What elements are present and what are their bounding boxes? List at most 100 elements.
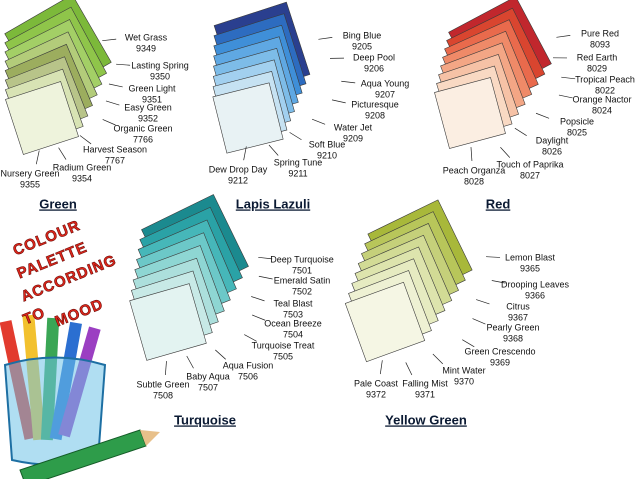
leader-line xyxy=(243,146,247,161)
swatch-name: Popsicle xyxy=(560,116,594,126)
swatch-name: Red Earth xyxy=(577,52,618,62)
swatch-name: Baby Aqua xyxy=(186,371,230,381)
leader-line xyxy=(102,119,116,126)
swatch-code: 9352 xyxy=(138,113,158,123)
swatch-name: Citrus xyxy=(506,301,530,311)
swatch-name: Picturesque xyxy=(351,99,399,109)
swatch-code: 9212 xyxy=(228,175,248,185)
leader-line xyxy=(258,275,273,280)
swatch-code: 9351 xyxy=(142,94,162,104)
swatch-name: Falling Mist xyxy=(402,378,448,388)
swatch-code: 9371 xyxy=(415,389,435,399)
swatch-name: Easy Green xyxy=(124,102,172,112)
swatch-name: Dew Drop Day xyxy=(209,164,268,174)
leader-line xyxy=(252,314,266,321)
color-fan xyxy=(344,199,473,363)
swatch-name: Lemon Blast xyxy=(505,252,556,262)
swatch-code: 7502 xyxy=(292,286,312,296)
swatch-name: Emerald Satin xyxy=(274,275,331,285)
swatch-name: Pure Red xyxy=(581,28,619,38)
pencil-cup xyxy=(0,314,160,479)
leader-line xyxy=(102,38,117,42)
swatch xyxy=(434,77,506,149)
leader-line xyxy=(318,37,333,40)
swatch-code: 9372 xyxy=(366,389,386,399)
color-fan xyxy=(434,0,552,149)
swatch-name: Green Crescendo xyxy=(464,346,535,356)
swatch-name: Soft Blue xyxy=(309,139,346,149)
swatch-name: Aqua Fusion xyxy=(223,360,274,370)
swatch-name: Daylight xyxy=(536,135,569,145)
swatch-code: 9355 xyxy=(20,179,40,189)
swatch-code: 9367 xyxy=(508,312,528,322)
fan-title: Yellow Green xyxy=(385,412,467,427)
swatch-code: 9206 xyxy=(364,63,384,73)
leader-line xyxy=(105,100,120,106)
swatch-code: 7507 xyxy=(198,382,218,392)
swatch-code: 9370 xyxy=(454,376,474,386)
swatch-name: Radium Green xyxy=(53,162,112,172)
leader-line xyxy=(379,360,383,375)
swatch-code: 9209 xyxy=(343,133,363,143)
leader-line xyxy=(251,296,265,302)
pencil-tip xyxy=(140,430,160,446)
leader-line xyxy=(79,135,92,145)
swatch-name: Peach Organza xyxy=(443,165,506,175)
swatch-name: Organic Green xyxy=(113,123,172,133)
swatch-code: 8026 xyxy=(542,146,562,156)
cup xyxy=(3,356,107,466)
swatch-name: Green Light xyxy=(128,83,176,93)
swatch-code: 9350 xyxy=(150,71,170,81)
swatch-name: Tropical Peach xyxy=(575,74,635,84)
leader-line xyxy=(35,150,40,165)
leader-line xyxy=(486,256,501,258)
swatch-code: 7508 xyxy=(153,390,173,400)
swatch-code: 7501 xyxy=(292,265,312,275)
fan-title: Green xyxy=(39,196,77,211)
leader-line xyxy=(558,94,573,99)
swatch-code: 9368 xyxy=(503,333,523,343)
color-fan xyxy=(4,0,112,155)
swatch xyxy=(129,283,207,361)
swatch-name: Spring Tune xyxy=(274,157,323,167)
swatch-code: 9208 xyxy=(365,110,385,120)
color-fan xyxy=(212,1,311,154)
swatch-code: 8028 xyxy=(464,176,484,186)
swatch-code: 8093 xyxy=(590,39,610,49)
swatch-code: 8022 xyxy=(595,85,615,95)
leader-line xyxy=(405,362,413,376)
color-fan xyxy=(129,194,249,361)
leader-line xyxy=(561,76,576,80)
swatch-code: 8029 xyxy=(587,63,607,73)
leader-line xyxy=(331,99,346,104)
swatch-code: 9207 xyxy=(375,89,395,99)
leader-line xyxy=(244,334,257,342)
swatch-code: 8025 xyxy=(567,127,587,137)
swatch-name: Wet Grass xyxy=(125,32,168,42)
leader-line xyxy=(514,127,527,136)
swatch-name: Touch of Paprika xyxy=(496,159,563,169)
swatch-code: 7503 xyxy=(283,309,303,319)
leader-line xyxy=(470,147,473,162)
leader-line xyxy=(491,280,506,284)
swatch-code: 9211 xyxy=(288,168,307,178)
leader-line xyxy=(116,63,131,66)
swatch-code: 9365 xyxy=(520,263,540,273)
leader-line xyxy=(268,144,279,156)
leader-line xyxy=(472,318,486,325)
swatch-name: Bing Blue xyxy=(343,30,382,40)
swatch-name: Drooping Leaves xyxy=(501,279,570,289)
leader-line xyxy=(289,132,302,141)
swatch-code: 7505 xyxy=(273,351,293,361)
leader-line xyxy=(500,147,511,158)
swatch-code: 9349 xyxy=(136,43,156,53)
swatch-code: 9205 xyxy=(352,41,372,51)
swatch-code: 9354 xyxy=(72,173,92,183)
swatch-name: Aqua Young xyxy=(361,78,410,88)
leader-line xyxy=(311,118,326,125)
swatch-code: 9210 xyxy=(317,150,337,160)
leader-line xyxy=(535,112,550,119)
swatch-code: 9369 xyxy=(490,357,510,367)
swatch-name: Pale Coast xyxy=(354,378,399,388)
swatch-code: 8024 xyxy=(592,105,612,115)
